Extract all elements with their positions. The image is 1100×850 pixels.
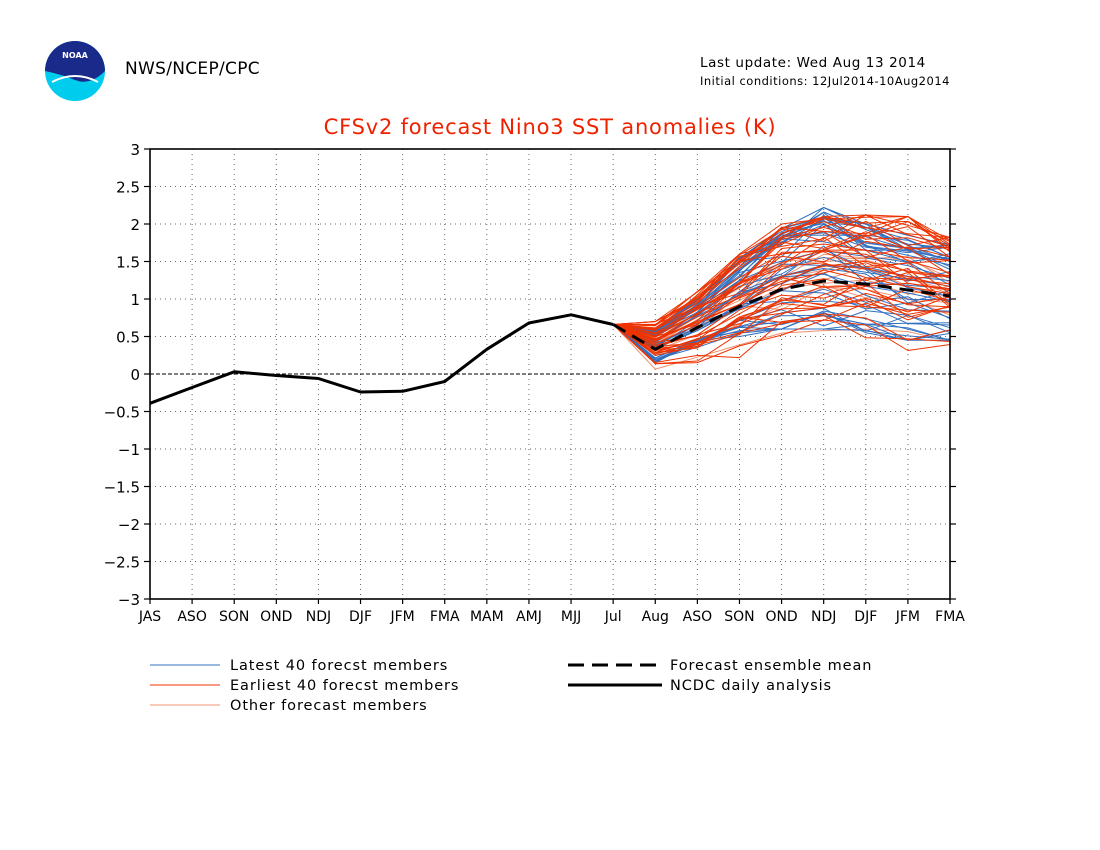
legend-label: Latest 40 forecst members xyxy=(230,658,448,674)
x-tick-label: SON xyxy=(724,609,754,625)
y-tick-label: 0.5 xyxy=(116,329,140,347)
ensemble-members xyxy=(612,207,951,370)
x-tick-label: OND xyxy=(260,609,292,625)
x-tick-label: FMA xyxy=(430,609,460,625)
y-tick-label: 2.5 xyxy=(116,179,140,197)
x-tick-label: JFM xyxy=(389,609,414,625)
ensemble-member-line xyxy=(612,315,951,363)
x-tick-label: JAS xyxy=(138,609,161,625)
x-tick-label: OND xyxy=(765,609,797,625)
ensemble-member-line xyxy=(612,278,951,353)
ensemble-member-line xyxy=(613,262,951,340)
legend-label: Earliest 40 forecst members xyxy=(230,678,459,694)
logo-text: NOAA xyxy=(62,51,88,60)
y-tick-label: 1 xyxy=(130,291,140,309)
y-axis-ticks: 3 2.5 2 1.5 1 0.5 0 −0.5 −1 −1.5 −2 −2.5 −3 xyxy=(104,141,956,609)
ensemble-member-line xyxy=(612,312,951,363)
x-tick-label: Jul xyxy=(604,609,622,625)
ensemble-member-line xyxy=(612,300,951,360)
ensemble-member-line xyxy=(612,302,951,354)
y-tick-label: −2 xyxy=(118,516,140,534)
x-tick-label: JFM xyxy=(895,609,920,625)
ensemble-member-line xyxy=(613,231,951,325)
x-tick-label: NDJ xyxy=(306,609,331,625)
ensemble-member-line xyxy=(612,292,951,348)
x-axis-ticks: JAS ASO SON OND NDJ DJF JFM FMA MAM AMJ MJJ Jul Aug A… xyxy=(138,599,965,625)
ensemble-member-line xyxy=(612,324,951,370)
noaa-logo: NOAA xyxy=(44,40,106,102)
ensemble-member-line xyxy=(612,313,951,365)
y-tick-label: −2.5 xyxy=(104,554,140,572)
y-tick-label: 1.5 xyxy=(116,254,140,272)
organization-label: NWS/NCEP/CPC xyxy=(125,59,260,79)
x-tick-label: MAM xyxy=(470,609,504,625)
chart-legend: Latest 40 forecst members Earliest 40 for… xyxy=(150,658,872,714)
ensemble-member-line xyxy=(613,216,951,325)
ensemble-mean-line xyxy=(612,279,951,351)
y-tick-label: −3 xyxy=(118,591,140,609)
ensemble-member-line xyxy=(613,220,951,326)
legend-label: Forecast ensemble mean xyxy=(670,658,872,674)
ensemble-member-line xyxy=(613,216,951,329)
ensemble-member-line xyxy=(613,234,951,331)
ensemble-member-line xyxy=(612,272,951,346)
ensemble-member-line xyxy=(613,214,951,326)
x-tick-label: Aug xyxy=(642,609,669,625)
x-tick-label: NDJ xyxy=(811,609,836,625)
ensemble-member-line xyxy=(612,282,951,355)
last-update-label: Last update: Wed Aug 13 2014 xyxy=(700,55,926,71)
legend-label: Other forecast members xyxy=(230,698,428,714)
x-tick-label: SON xyxy=(219,609,249,625)
y-tick-label: 2 xyxy=(130,216,140,234)
y-tick-label: 3 xyxy=(130,141,140,159)
ensemble-member-line xyxy=(613,260,951,337)
chart-grid xyxy=(150,149,950,599)
ncdc-analysis-line xyxy=(149,313,614,405)
ensemble-member-line xyxy=(612,295,951,351)
ensemble-member-line xyxy=(613,231,951,334)
ensemble-member-line xyxy=(612,319,951,365)
ensemble-member-line xyxy=(612,285,951,348)
y-tick-label: −0.5 xyxy=(104,404,140,422)
x-tick-label: FMA xyxy=(935,609,965,625)
y-tick-label: 0 xyxy=(130,366,140,384)
ensemble-member-line xyxy=(613,236,951,337)
y-tick-label: −1.5 xyxy=(104,479,140,497)
ensemble-member-line xyxy=(612,299,951,356)
chart-title: CFSv2 forecast Nino3 SST anomalies (K) xyxy=(324,115,777,139)
main-series xyxy=(149,279,951,405)
ensemble-member-line xyxy=(613,251,951,341)
ensemble-member-line xyxy=(613,227,951,335)
y-tick-label: −1 xyxy=(118,441,140,459)
ensemble-member-line xyxy=(612,312,951,361)
x-tick-label: DJF xyxy=(854,609,877,625)
x-tick-label: ASO xyxy=(177,609,206,625)
x-tick-label: DJF xyxy=(349,609,372,625)
legend-label: NCDC daily analysis xyxy=(670,678,832,694)
x-tick-label: AMJ xyxy=(516,609,542,625)
initial-conditions-label: Initial conditions: 12Jul2014-10Aug2014 xyxy=(700,74,950,88)
x-tick-label: MJJ xyxy=(561,609,581,625)
ensemble-member-line xyxy=(612,282,951,352)
ensemble-member-line xyxy=(613,217,951,333)
x-tick-label: ASO xyxy=(683,609,712,625)
